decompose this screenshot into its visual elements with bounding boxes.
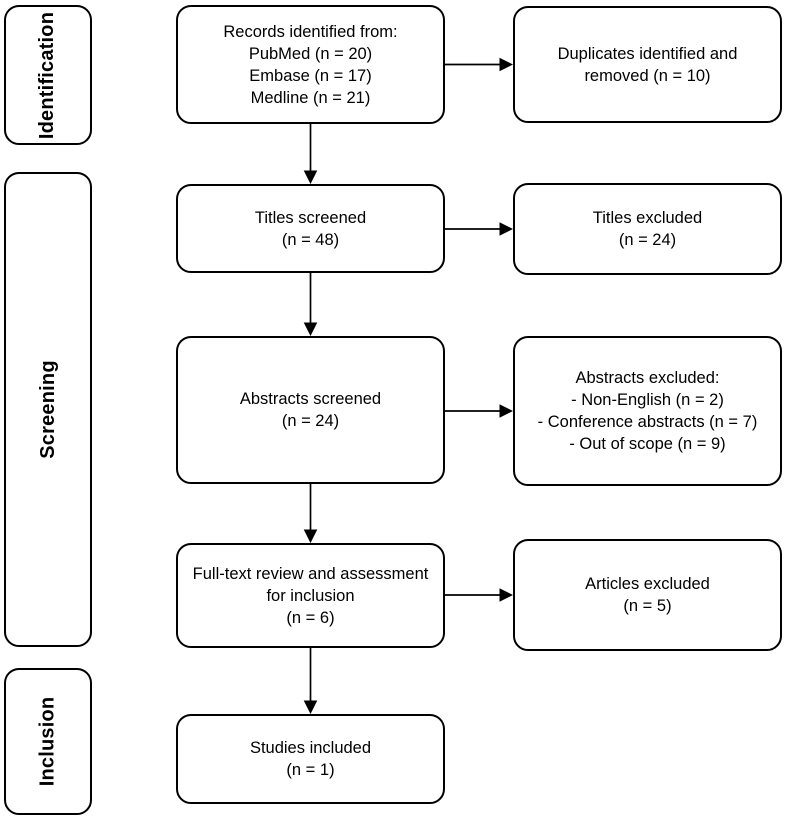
box-text-line: (n = 5) xyxy=(623,597,672,615)
box-titles-screened: Titles screened (n = 48) xyxy=(176,184,445,273)
box-text-line: Abstracts excluded: xyxy=(575,369,720,387)
box-text-line: Studies included xyxy=(249,739,372,757)
box-text-line: - Out of scope (n = 9) xyxy=(569,435,726,453)
box-text-line: - Non-English (n = 2) xyxy=(571,391,724,409)
box-articles-excluded: Articles excluded (n = 5) xyxy=(513,539,782,651)
stage-screening: Screening xyxy=(4,172,92,647)
box-text-line: Records identified from: xyxy=(223,22,398,41)
box-text-line: Articles excluded xyxy=(585,575,710,593)
box-text-line: (n = 1) xyxy=(286,761,335,779)
box-text-line: (n = 6) xyxy=(286,608,335,627)
box-abstracts-excluded: Abstracts excluded: - Non-English (n = 2… xyxy=(513,336,782,486)
box-text-line: (n = 24) xyxy=(618,231,677,249)
box-text-line: Medline (n = 21) xyxy=(250,88,371,107)
stage-identification: Identification xyxy=(4,5,92,145)
box-text-line: for inclusion xyxy=(266,586,355,605)
box-text-line: Full-text review and assessment xyxy=(192,564,429,583)
box-text-line: removed (n = 10) xyxy=(584,66,711,85)
box-text-line: Titles screened xyxy=(254,208,367,227)
box-text-line: Abstracts screened xyxy=(239,390,382,408)
box-text-line: Titles excluded xyxy=(592,209,703,227)
box-text-line: - Conference abstracts (n = 7) xyxy=(537,413,758,431)
box-abstracts-screened: Abstracts screened (n = 24) xyxy=(176,336,445,484)
box-fulltext-review: Full-text review and assessment for incl… xyxy=(176,543,445,648)
box-text-line: PubMed (n = 20) xyxy=(248,44,373,63)
box-text-line: (n = 48) xyxy=(281,230,340,249)
box-titles-excluded: Titles excluded (n = 24) xyxy=(513,183,782,275)
box-text-line: (n = 24) xyxy=(281,412,340,430)
box-records-identified: Records identified from: PubMed (n = 20)… xyxy=(176,5,445,124)
stage-identification-label: Identification xyxy=(36,11,59,139)
stage-inclusion-label: Inclusion xyxy=(36,696,59,787)
box-studies-included: Studies included (n = 1) xyxy=(176,714,445,804)
box-duplicates-removed: Duplicates identified and removed (n = 1… xyxy=(513,6,782,123)
stage-screening-label: Screening xyxy=(36,360,59,459)
box-text-line: Embase (n = 17) xyxy=(249,66,372,85)
box-text-line: Duplicates identified and xyxy=(557,44,738,63)
stage-inclusion: Inclusion xyxy=(4,668,92,815)
